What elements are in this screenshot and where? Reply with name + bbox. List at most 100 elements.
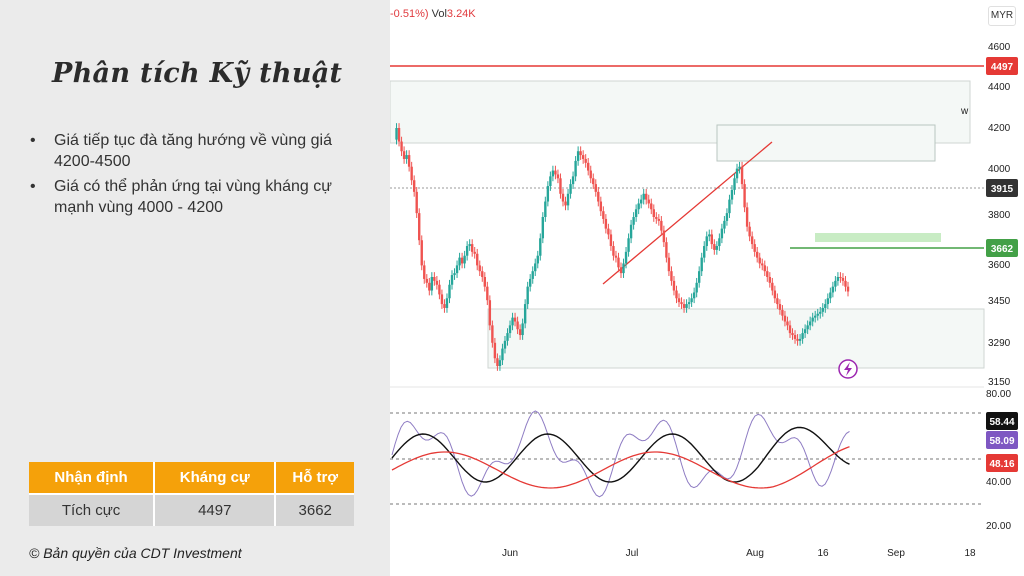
candle-body	[544, 201, 547, 218]
candle-body	[753, 244, 756, 252]
candle-body	[561, 193, 565, 202]
candle-body	[692, 292, 696, 299]
header-support: Hỗ trợ	[275, 462, 354, 494]
osc-tag-black: 58.44	[986, 412, 1018, 430]
candle-body	[680, 302, 683, 305]
candle-body	[450, 275, 454, 285]
candle-body	[483, 276, 486, 287]
candle-body	[549, 176, 552, 187]
zones-layer: w	[390, 80, 985, 369]
summary-header-row: Nhận định Kháng cự Hỗ trợ	[29, 462, 354, 494]
osc-tag-red: 48.16	[986, 454, 1018, 472]
bullet-dot: •	[30, 132, 36, 149]
candle-body	[607, 228, 610, 235]
candle-body	[556, 174, 560, 179]
candle-body	[445, 298, 449, 308]
candle-body	[576, 151, 580, 161]
candle-body	[420, 240, 423, 266]
candle-body	[773, 290, 777, 299]
candle-body	[723, 220, 726, 229]
candle-body	[632, 217, 635, 225]
candle-body	[566, 193, 570, 206]
candle-body	[523, 304, 527, 324]
summary-row: Tích cực 4497 3662	[29, 493, 354, 526]
candle-body	[412, 180, 416, 192]
candle-body	[675, 290, 678, 299]
candle-body	[481, 271, 484, 277]
support-zone-lower	[487, 308, 985, 369]
candle-body	[395, 128, 398, 140]
price-change: -0.51%)	[390, 8, 429, 20]
candle-body	[690, 298, 693, 303]
candle-body	[650, 203, 653, 210]
candle-body	[423, 265, 426, 279]
header-resistance: Kháng cự	[154, 462, 277, 494]
candle-body	[589, 170, 592, 179]
candle-body	[697, 271, 701, 283]
candle-body	[397, 128, 401, 142]
candle-body	[834, 280, 837, 287]
candle-body	[783, 315, 787, 322]
candle-body	[521, 323, 524, 336]
candle-body	[745, 207, 749, 227]
candle-body	[569, 184, 572, 194]
candle-body	[584, 158, 587, 163]
price-chart[interactable]: -0.51%) Vol3.24K MYR w 4600 4400 4200 4000 3…	[390, 0, 1024, 576]
candle-body	[478, 265, 481, 272]
candle-body	[458, 257, 461, 266]
candle-body	[652, 209, 655, 218]
candle-body	[634, 209, 638, 218]
candle-body	[730, 189, 734, 200]
candle-body	[733, 178, 736, 190]
candle-body	[786, 321, 789, 326]
candle-body	[597, 191, 600, 202]
candle-body	[829, 292, 832, 299]
candle-body	[460, 257, 464, 264]
resistance-tag: 4497	[986, 57, 1018, 75]
candle-body	[768, 276, 772, 283]
candle-body	[539, 238, 542, 256]
time-tick: 18	[964, 548, 976, 559]
time-tick: Aug	[746, 548, 764, 559]
candle-body	[846, 286, 850, 292]
slide-panel: Phân tích Kỹ thuật • Giá tiếp tục đà tăng…	[0, 0, 390, 576]
candle-body	[531, 271, 534, 279]
candle-body	[672, 280, 676, 291]
chart-canvas[interactable]: w 4600 4400 4200 4000 3800 3600 3450 3290 315080…	[390, 0, 1024, 576]
cell-assessment: Tích cực	[29, 493, 156, 526]
candle-body	[433, 276, 436, 281]
candle-body	[501, 348, 504, 361]
candle-body	[587, 162, 590, 171]
candle-body	[831, 286, 835, 293]
marker-w: w	[960, 106, 969, 117]
candle-body	[705, 236, 708, 247]
candle-body	[645, 193, 648, 200]
candle-body	[415, 191, 418, 214]
candle-body	[839, 276, 842, 278]
candle-body	[571, 176, 575, 185]
svg-text:3662: 3662	[991, 244, 1014, 255]
price-tick: 3600	[988, 260, 1011, 271]
osc-tick: 20.00	[986, 521, 1011, 532]
candles-layer	[395, 123, 858, 379]
candle-body	[703, 246, 706, 258]
candle-body	[743, 184, 746, 208]
candle-body	[453, 273, 456, 276]
candle-body	[844, 280, 847, 287]
candle-body	[766, 271, 769, 277]
candle-body	[655, 217, 658, 219]
cell-resistance: 4497	[154, 493, 277, 526]
last-price-tag: 3915	[986, 179, 1018, 197]
grid-layer	[390, 65, 984, 505]
candle-body	[761, 263, 764, 266]
candle-body	[418, 213, 421, 241]
oscillator-slow	[391, 446, 850, 489]
candle-body	[720, 228, 724, 239]
svg-text:48.16: 48.16	[989, 459, 1014, 470]
currency-button[interactable]: MYR	[988, 6, 1016, 26]
price-tick: 3800	[988, 210, 1011, 221]
candle-body	[425, 278, 428, 283]
candle-body	[617, 257, 620, 268]
candle-body	[841, 277, 845, 281]
candle-body	[728, 199, 731, 214]
